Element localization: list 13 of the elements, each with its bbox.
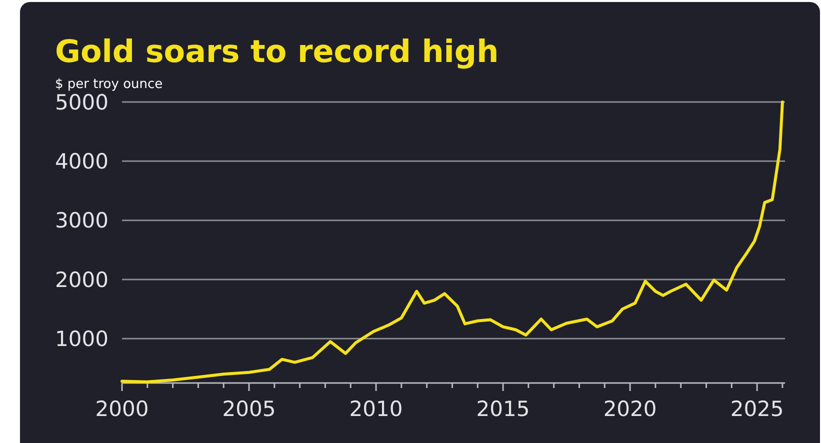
y-tick-label: 1000 <box>55 326 108 351</box>
y-tick-label: 2000 <box>55 268 108 292</box>
chart-title: Gold soars to record high <box>55 34 499 70</box>
y-tick-label: 3000 <box>55 208 108 233</box>
x-tick-label: 2015 <box>476 397 530 421</box>
y-axis-title: $ per troy ounce <box>55 77 163 92</box>
x-tick-label: 2025 <box>730 397 784 421</box>
x-tick-label: 2005 <box>222 397 276 421</box>
y-tick-label: 5000 <box>55 90 108 114</box>
x-tick-label: 2000 <box>95 397 149 421</box>
x-tick-label: 2020 <box>603 397 657 421</box>
y-tick-label: 4000 <box>55 150 108 174</box>
x-tick-label: 2010 <box>349 397 403 421</box>
